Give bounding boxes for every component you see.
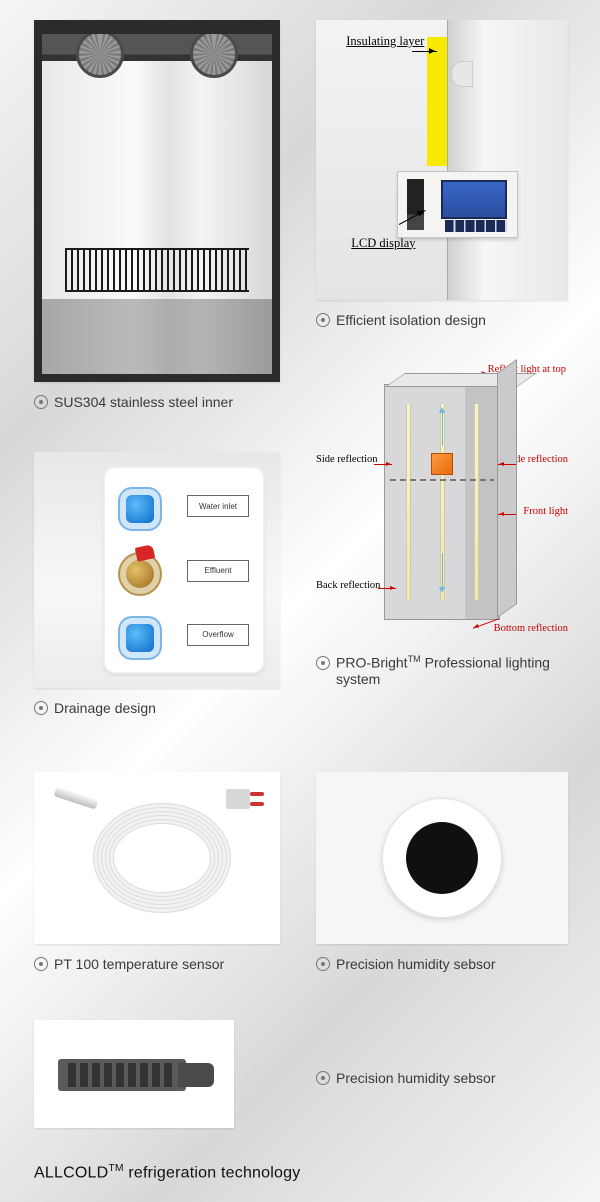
- probright-image: Reflect light at top Side reflection Sid…: [316, 362, 568, 642]
- drainage-caption: Drainage design: [34, 700, 280, 716]
- overflow-port: [126, 624, 154, 652]
- steel-caption-text: SUS304 stainless steel inner: [54, 394, 233, 410]
- feature-isolation: Insulating layer LCD display Efficient i…: [316, 20, 568, 328]
- drainage-caption-text: Drainage design: [54, 700, 156, 716]
- effluent-tag: Effluent: [187, 560, 249, 582]
- steel-image: [34, 20, 280, 382]
- humidity-round-caption: Precision humidity sebsor: [316, 956, 568, 972]
- steel-caption: SUS304 stainless steel inner: [34, 394, 280, 410]
- humidity-round-image: [316, 772, 568, 944]
- feature-humidity-round: Precision humidity sebsor: [316, 772, 568, 972]
- pt100-image: [34, 772, 280, 944]
- isolation-caption: Efficient isolation design: [316, 312, 568, 328]
- isolation-image: Insulating layer LCD display: [316, 20, 568, 300]
- humidity-module-caption-wrap: Precision humidity sebsor: [316, 1058, 496, 1086]
- lcd-display-label: LCD display: [351, 236, 415, 251]
- effluent-port: [126, 560, 154, 588]
- footer-text: ALLCOLDTM refrigeration technology: [34, 1163, 300, 1182]
- humidity-module-caption-text: Precision humidity sebsor: [336, 1070, 496, 1086]
- isolation-caption-text: Efficient isolation design: [336, 312, 486, 328]
- bullet-icon: [316, 957, 330, 971]
- probright-caption-text: PRO-BrightTM Professional lighting syste…: [336, 654, 568, 687]
- feature-steel: SUS304 stainless steel inner: [34, 20, 280, 410]
- feature-humidity-module: [34, 1020, 234, 1128]
- lcd-display-graphic: [397, 171, 518, 238]
- feature-drainage: Water inlet Effluent Overflow Drainage d…: [34, 452, 280, 716]
- probright-back-label: Back reflection: [316, 580, 380, 591]
- humidity-round-caption-text: Precision humidity sebsor: [336, 956, 496, 972]
- feature-probright: Reflect light at top Side reflection Sid…: [316, 362, 568, 687]
- probright-front-label: Front light: [523, 506, 568, 517]
- bullet-icon: [34, 701, 48, 715]
- bullet-icon: [316, 1071, 330, 1085]
- insulating-layer-label: Insulating layer: [346, 34, 424, 49]
- humidity-module-caption: Precision humidity sebsor: [316, 1070, 496, 1086]
- overflow-tag: Overflow: [187, 624, 249, 646]
- bullet-icon: [34, 957, 48, 971]
- water-inlet-port: [126, 495, 154, 523]
- water-inlet-tag: Water inlet: [187, 495, 249, 517]
- feature-pt100: PT 100 temperature sensor: [34, 772, 280, 972]
- bullet-icon: [316, 313, 330, 327]
- drainage-image: Water inlet Effluent Overflow: [34, 452, 280, 688]
- probright-bottom-label: Bottom reflection: [494, 623, 568, 634]
- bullet-icon: [34, 395, 48, 409]
- bullet-icon: [316, 656, 330, 670]
- probright-caption: PRO-BrightTM Professional lighting syste…: [316, 654, 568, 687]
- probright-side-left-label: Side reflection: [316, 454, 378, 465]
- pt100-caption: PT 100 temperature sensor: [34, 956, 280, 972]
- pt100-caption-text: PT 100 temperature sensor: [54, 956, 224, 972]
- humidity-module-image: [34, 1020, 234, 1128]
